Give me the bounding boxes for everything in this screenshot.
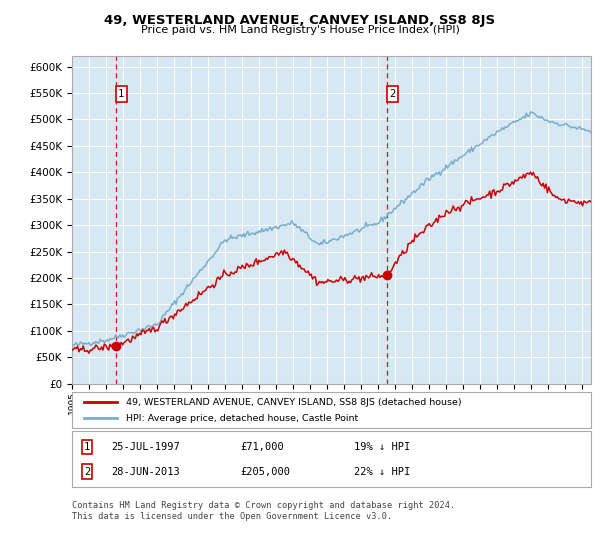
Text: £71,000: £71,000 [240,442,284,452]
Text: Price paid vs. HM Land Registry's House Price Index (HPI): Price paid vs. HM Land Registry's House … [140,25,460,35]
Text: 19% ↓ HPI: 19% ↓ HPI [354,442,410,452]
Text: 1: 1 [118,89,124,99]
Text: Contains HM Land Registry data © Crown copyright and database right 2024.
This d: Contains HM Land Registry data © Crown c… [72,501,455,521]
Text: 49, WESTERLAND AVENUE, CANVEY ISLAND, SS8 8JS: 49, WESTERLAND AVENUE, CANVEY ISLAND, SS… [104,14,496,27]
Text: 28-JUN-2013: 28-JUN-2013 [111,466,180,477]
Text: 2: 2 [84,466,90,477]
Text: 2: 2 [389,89,395,99]
Text: 25-JUL-1997: 25-JUL-1997 [111,442,180,452]
Text: HPI: Average price, detached house, Castle Point: HPI: Average price, detached house, Cast… [126,414,358,423]
Text: 1: 1 [84,442,90,452]
Text: 22% ↓ HPI: 22% ↓ HPI [354,466,410,477]
Text: £205,000: £205,000 [240,466,290,477]
Text: 49, WESTERLAND AVENUE, CANVEY ISLAND, SS8 8JS (detached house): 49, WESTERLAND AVENUE, CANVEY ISLAND, SS… [126,398,461,407]
